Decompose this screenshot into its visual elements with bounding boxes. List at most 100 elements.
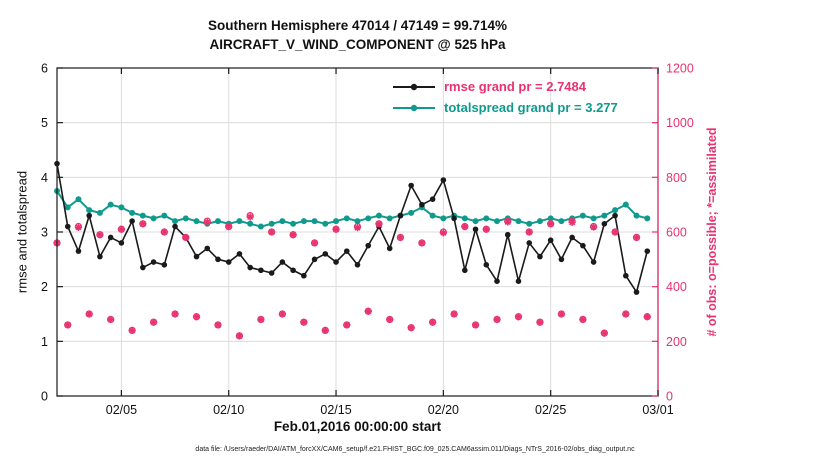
obs-assimilated-marker — [418, 239, 425, 247]
obs-assimilated-marker — [408, 324, 415, 331]
obs-assimilated-marker — [139, 220, 146, 227]
chart-title-line2: AIRCRAFT_V_WIND_COMPONENT @ 525 hPa — [209, 37, 506, 52]
obs-assimilated-marker — [547, 220, 554, 227]
tick-marks — [57, 67, 659, 397]
obs-assimilated-marker — [150, 319, 157, 326]
obs-assimilated-marker — [193, 313, 200, 320]
obs-assimilated-marker — [461, 223, 468, 230]
obs-assimilated-marker — [633, 234, 640, 241]
obs-assimilated-marker — [64, 321, 71, 329]
obs-assimilated-marker — [247, 213, 254, 221]
obs-assimilated-marker — [515, 313, 522, 320]
x-tick-labels: 02/05 02/10 02/15 02/20 02/25 03/01 — [106, 403, 674, 417]
obs-assimilated-marker — [322, 327, 329, 334]
obs-assimilated-marker — [290, 231, 297, 238]
svg-text:4: 4 — [41, 171, 48, 185]
obs-assimilated-marker — [171, 310, 179, 318]
svg-text:02/20: 02/20 — [428, 403, 459, 417]
obs-assimilated-marker — [483, 226, 490, 233]
obs-assimilated-marker — [257, 316, 264, 323]
obs-assimilated-marker — [365, 308, 372, 315]
legend-label-totalspread: totalspread grand pr = 3.277 — [444, 100, 618, 115]
legend-label-rmse: rmse grand pr = 2.7484 — [444, 79, 586, 94]
obs-assimilated-marker — [644, 313, 651, 320]
svg-text:0: 0 — [666, 390, 673, 404]
obs-assimilated-marker — [107, 316, 114, 323]
chart-title-line1: Southern Hemisphere 47014 / 47149 = 99.7… — [207, 18, 508, 33]
obs-assimilated-marker — [536, 319, 544, 326]
svg-text:0: 0 — [41, 390, 48, 404]
obs-assimilated-marker — [75, 224, 82, 231]
obs-assimilated-marker — [225, 223, 232, 230]
svg-text:02/25: 02/25 — [535, 403, 566, 417]
obs-assimilated-marker — [236, 332, 243, 339]
legend-item-totalspread: totalspread grand pr = 3.277 — [392, 97, 618, 118]
obs-assimilated-marker — [118, 226, 125, 233]
obs-assimilated-marker — [504, 218, 511, 225]
obs-assimilated-marker — [397, 234, 404, 241]
obs-assimilated-marker — [375, 220, 383, 227]
obs-assimilated-marker — [311, 239, 318, 247]
right-tick-marks — [652, 67, 658, 397]
obs-assimilated-marker — [451, 310, 458, 318]
obs-assimilated-marker — [526, 228, 533, 236]
svg-text:02/05: 02/05 — [106, 403, 137, 417]
obs-assimilated-marker — [86, 310, 93, 318]
svg-text:02/10: 02/10 — [213, 403, 244, 417]
svg-text:200: 200 — [666, 335, 687, 349]
svg-text:1200: 1200 — [666, 62, 694, 76]
obs-assimilated-marker — [204, 219, 211, 226]
legend-sample-totalspread-line — [393, 104, 435, 111]
obs-assimilated-marker — [622, 310, 629, 318]
svg-text:2: 2 — [41, 280, 48, 294]
obs-assimilated-marker — [611, 228, 619, 236]
series-line-rmse — [56, 163, 649, 295]
svg-text:1000: 1000 — [666, 116, 694, 130]
obs-assimilated-marker — [279, 310, 286, 318]
grid-lines — [57, 68, 658, 396]
svg-text:02/15: 02/15 — [320, 403, 351, 417]
obs-assimilated-marker — [558, 310, 565, 318]
svg-text:5: 5 — [41, 116, 48, 130]
obs-assimilated-marker — [300, 319, 307, 326]
chart-title: Southern Hemisphere 47014 / 47149 = 99.7… — [57, 16, 658, 54]
obs-assimilated-marker — [429, 319, 436, 326]
obs-assimilated-marker — [332, 226, 340, 233]
svg-text:3: 3 — [41, 226, 48, 240]
obs-assimilated-marker — [472, 321, 479, 329]
obs-count-markers — [53, 212, 651, 340]
obs-assimilated-marker — [129, 327, 136, 334]
svg-text:400: 400 — [666, 280, 687, 294]
svg-text:03/01: 03/01 — [642, 403, 673, 417]
obs-assimilated-marker — [493, 316, 501, 323]
obs-assimilated-marker — [601, 330, 608, 337]
obs-assimilated-marker — [182, 234, 189, 241]
obs-assimilated-marker — [579, 316, 586, 323]
y-axis-label-right: # of obs: o=possible; *=assimilated — [705, 127, 719, 337]
svg-text:800: 800 — [666, 171, 687, 185]
series-markers-rmse — [54, 160, 651, 295]
datafile-caption: data file: /Users/raeder/DAI/ATM_forcXX/… — [195, 446, 635, 453]
legend-sample-rmse-line — [393, 83, 435, 90]
obs-assimilated-marker — [386, 316, 393, 323]
y-left-tick-labels: 0 1 2 3 4 5 6 — [41, 62, 48, 404]
obs-assimilated-marker — [343, 321, 350, 329]
y-axis-label-left: rmse and totalspread — [14, 170, 30, 294]
obs-assimilated-marker — [440, 229, 447, 236]
svg-text:6: 6 — [41, 62, 48, 76]
legend-item-rmse: rmse grand pr = 2.7484 — [392, 76, 618, 97]
obs-assimilated-marker — [354, 224, 361, 231]
x-axis-label: Feb.01,2016 00:00:00 start — [273, 419, 442, 434]
svg-text:600: 600 — [666, 226, 687, 240]
legend: rmse grand pr = 2.7484 totalspread grand… — [392, 76, 618, 118]
svg-text:1: 1 — [41, 335, 48, 349]
obs-assimilated-marker — [569, 219, 576, 226]
obs-assimilated-marker — [161, 228, 168, 236]
obs-assimilated-marker — [268, 228, 275, 236]
y-right-tick-labels: 0 200 400 600 800 1000 1200 — [666, 62, 694, 404]
obs-assimilated-marker — [590, 224, 597, 231]
obs-assimilated-marker — [96, 231, 104, 238]
obs-assimilated-marker — [214, 321, 222, 329]
